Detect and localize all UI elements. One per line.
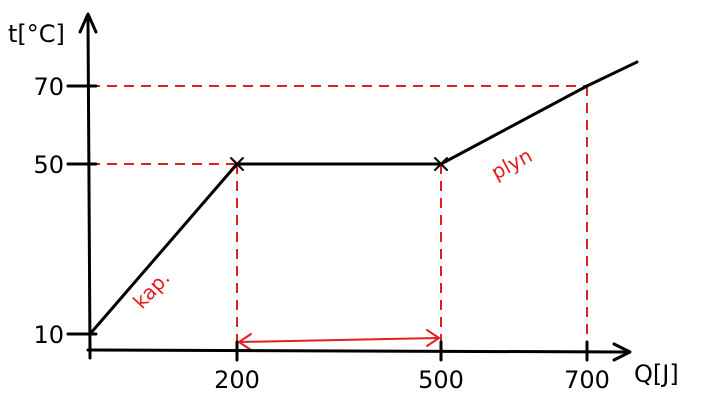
span-arrow-shaft	[238, 337, 440, 343]
series-tail	[585, 60, 639, 88]
y-axis-arrow	[78, 12, 98, 34]
liquid-annotation: kap.	[128, 266, 175, 313]
point-marker-200	[230, 157, 244, 171]
x-axis-label: Q[J]	[634, 360, 679, 388]
y-tick-label-10: 10	[33, 321, 64, 349]
point-marker-stroke-b	[230, 157, 244, 171]
x-tick-label-700: 700	[564, 366, 610, 394]
axes	[78, 12, 632, 362]
x-axis-arrow	[612, 342, 632, 362]
x-tick-label-200: 200	[214, 366, 260, 394]
annotations: kap. plyn	[128, 143, 536, 313]
series-layer	[88, 60, 639, 336]
x-axis	[86, 348, 628, 354]
y-axis	[86, 18, 92, 354]
axis-ticks: 200 500 700 10 50 70	[33, 73, 609, 394]
span-arrow-head-right	[426, 329, 441, 347]
plateau-span-arrow	[237, 329, 441, 351]
y-axis-label: t[°C]	[8, 20, 65, 48]
span-arrow-head-left	[237, 333, 252, 351]
axis-labels: t[°C] Q[J]	[8, 20, 679, 388]
point-marker-500	[434, 157, 448, 171]
point-marker-stroke-b	[434, 157, 448, 171]
gas-annotation: plyn	[487, 143, 536, 184]
x-tick-label-500: 500	[418, 366, 464, 394]
y-tick-label-50: 50	[33, 151, 64, 179]
series-line-0	[88, 84, 589, 336]
y-tick-label-70: 70	[33, 73, 64, 101]
